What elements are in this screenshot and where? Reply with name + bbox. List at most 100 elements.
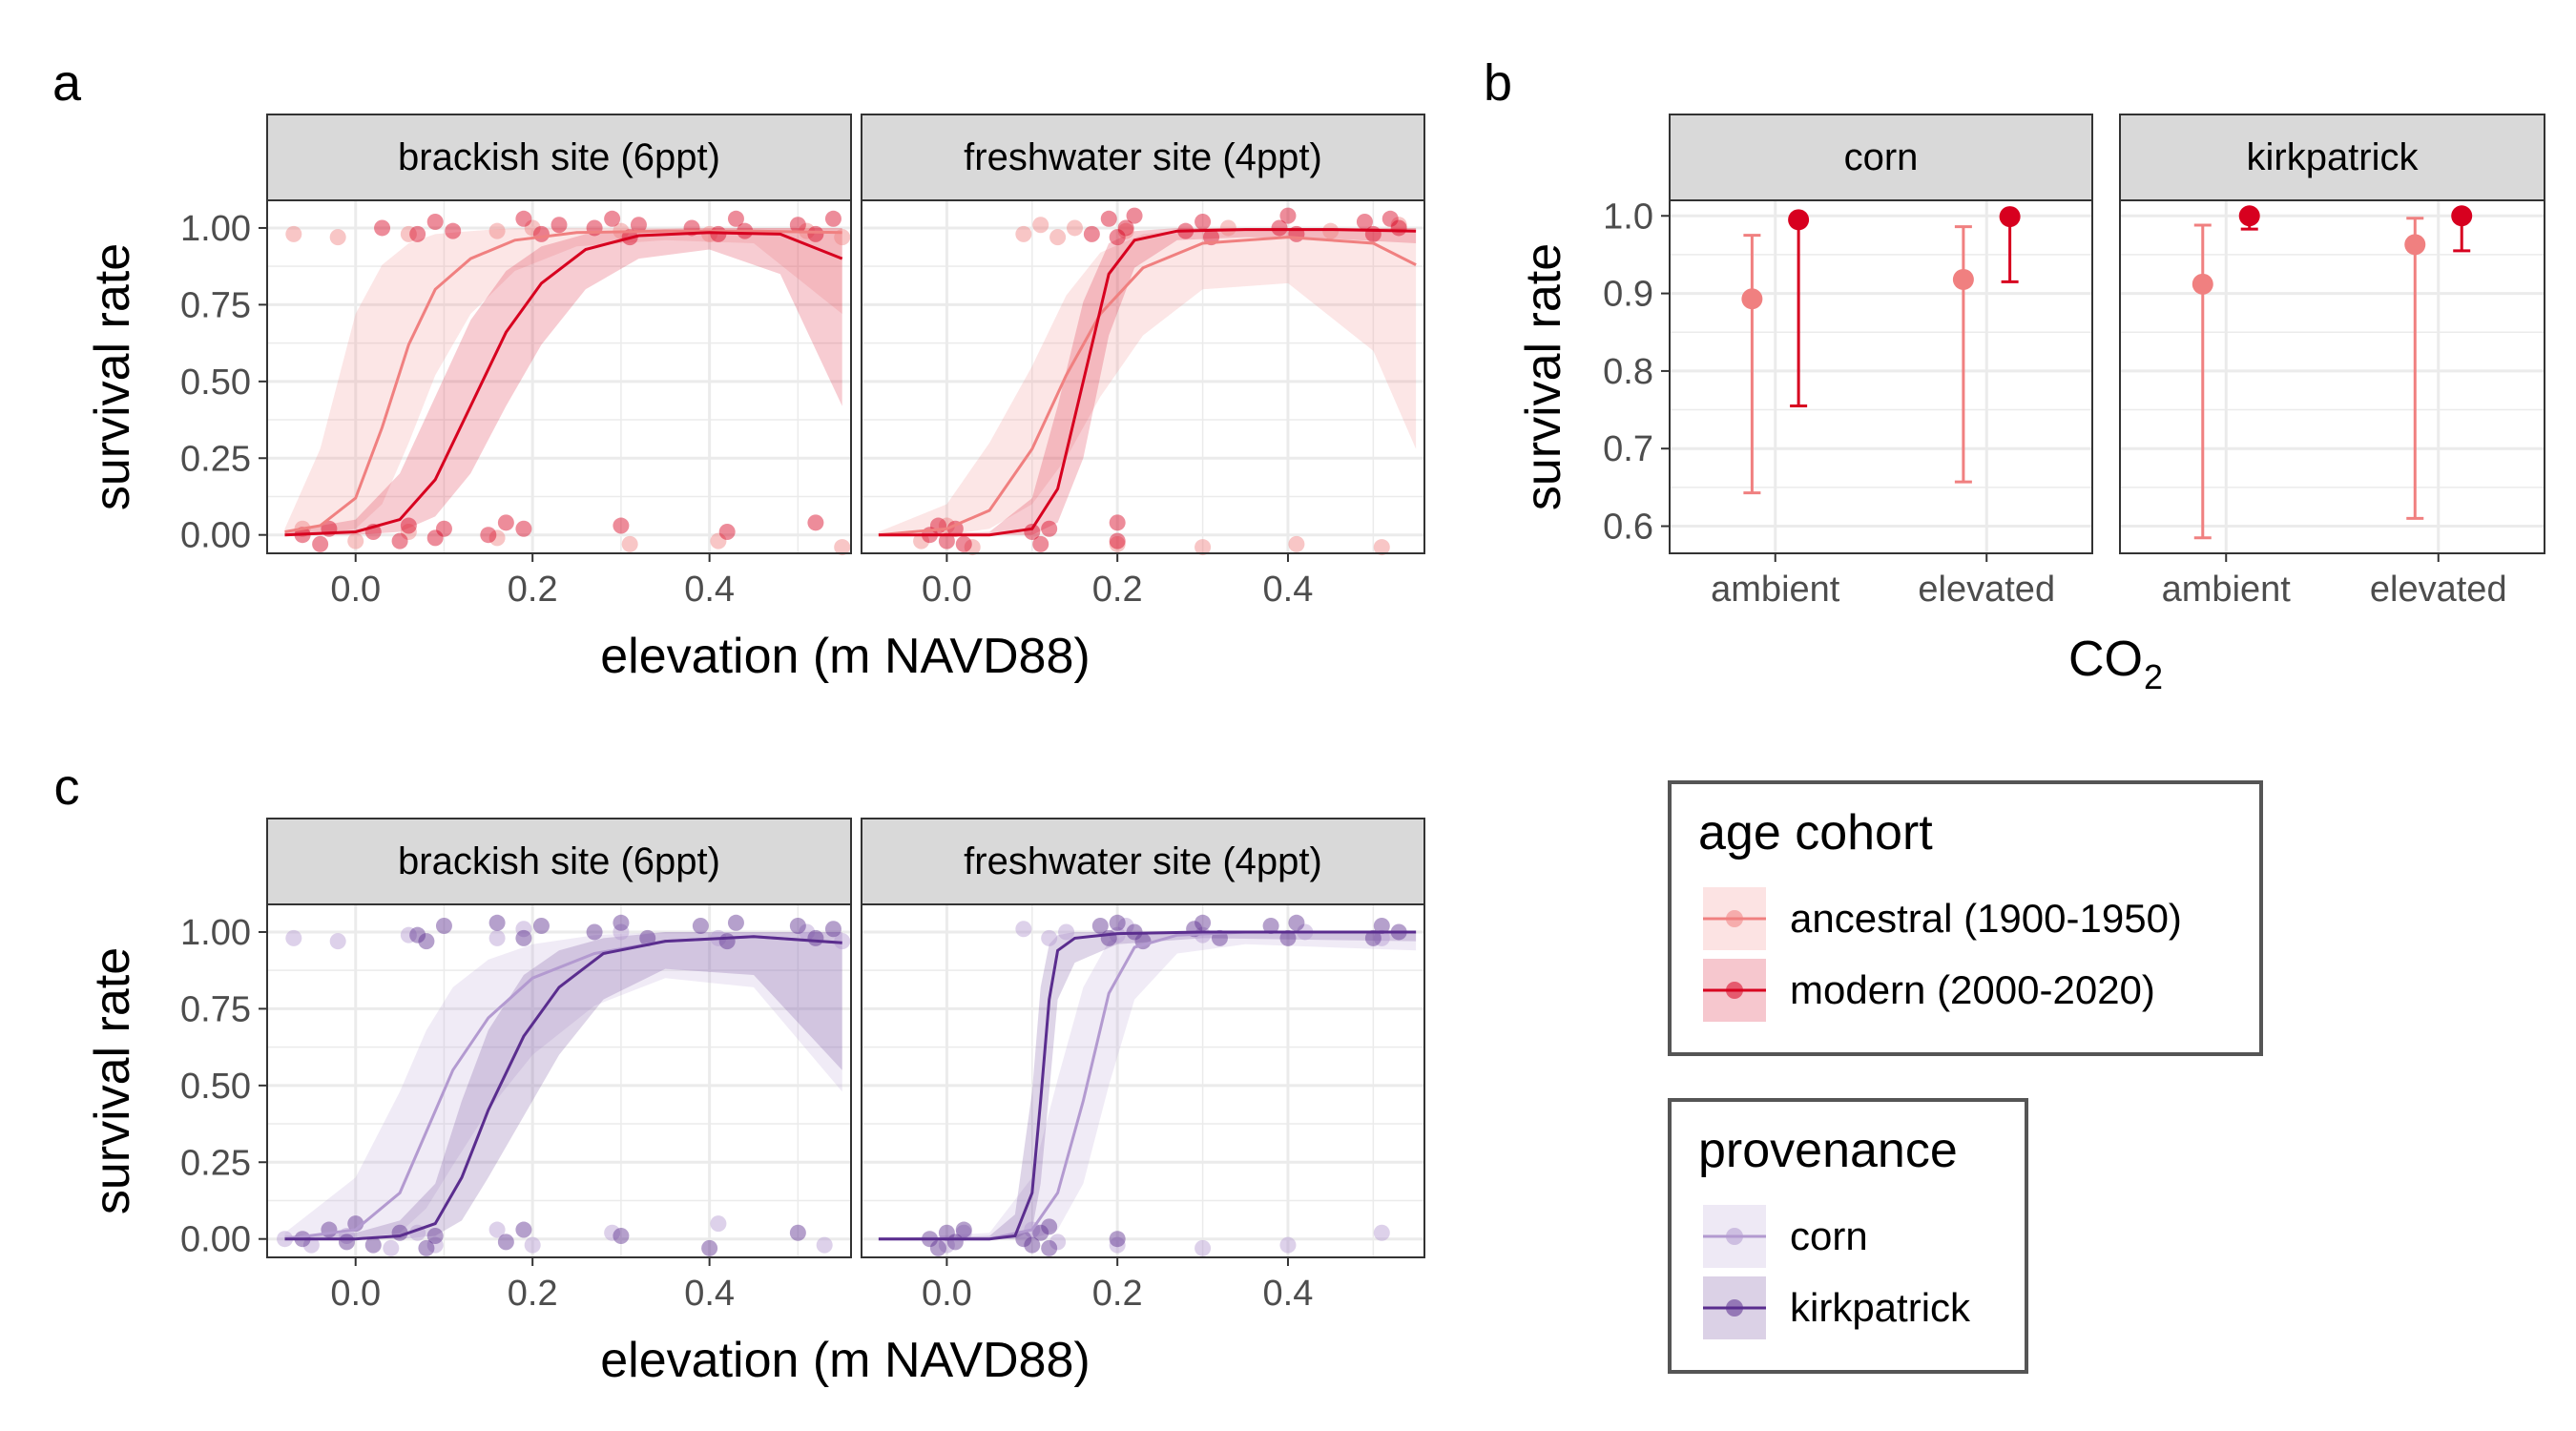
data-point: [613, 914, 630, 931]
y-tick-label: 0.75: [180, 989, 251, 1029]
confidence-band: [284, 228, 842, 535]
data-point: [789, 217, 806, 234]
data-point: [488, 1221, 506, 1238]
data-point: [374, 219, 391, 237]
data-point: [532, 225, 550, 242]
data-point: [1117, 222, 1134, 239]
y-tick-label: 0.9: [1603, 275, 1653, 315]
data-point: [1390, 219, 1407, 237]
x-tick-label: 0.0: [330, 1274, 381, 1314]
legend-title: age cohort: [1698, 805, 1933, 861]
data-point: [964, 539, 981, 556]
data-point: [338, 1234, 355, 1251]
data-point: [955, 1221, 972, 1238]
data-point: [285, 225, 302, 242]
estimate-point: [2404, 234, 2426, 256]
data-point: [1390, 217, 1407, 234]
data-point: [391, 532, 408, 550]
data-point: [938, 1236, 955, 1254]
data-point: [426, 529, 444, 547]
data-point: [913, 532, 930, 550]
y-tick-label: 1.0: [1603, 197, 1653, 237]
data-point: [435, 520, 452, 537]
panel-border: [861, 903, 1425, 1258]
data-point: [1195, 214, 1212, 231]
data-point: [604, 1224, 621, 1241]
y-axis-title-c: survival rate: [85, 947, 140, 1214]
data-point: [824, 210, 841, 227]
data-point: [364, 1236, 382, 1254]
data-point: [1015, 1231, 1032, 1248]
data-point: [312, 535, 329, 552]
confidence-band: [284, 228, 842, 535]
facet-strip: [861, 818, 1425, 905]
data-point: [1279, 1236, 1297, 1254]
data-point: [515, 929, 532, 946]
data-point: [1288, 535, 1305, 552]
plot-panel: [1670, 200, 2092, 553]
data-point: [329, 229, 346, 246]
y-tick-label: 0.25: [180, 439, 251, 479]
fitted-curve: [878, 930, 1417, 1241]
facet-c-0: brackish site (6ppt) 0.0 0.2 0.4 0.00 0.25 0.5…: [180, 818, 852, 1314]
facet-strip: [266, 818, 852, 905]
data-point: [347, 532, 364, 550]
data-point: [400, 926, 417, 944]
data-point: [1058, 923, 1075, 941]
panel-label-b: b: [1484, 54, 1512, 112]
data-point: [515, 1221, 532, 1238]
y-tick-label: 1.00: [180, 913, 251, 953]
data-point: [1109, 535, 1126, 552]
data-point: [1109, 532, 1126, 550]
facet-strip-label: brackish site (6ppt): [398, 840, 720, 882]
data-point: [710, 1215, 727, 1233]
data-point: [1015, 225, 1032, 242]
data-point: [400, 517, 417, 534]
data-point: [418, 933, 435, 950]
data-point: [1066, 219, 1083, 237]
plot-panel: [862, 200, 1424, 553]
data-point: [789, 1224, 806, 1241]
data-point: [938, 1224, 955, 1241]
data-point: [1041, 520, 1058, 537]
data-point: [497, 514, 514, 531]
x-tick-label: 0.2: [1092, 1274, 1143, 1314]
data-point: [1015, 921, 1032, 938]
data-point: [727, 914, 744, 931]
data-point: [418, 1239, 435, 1256]
data-point: [1373, 918, 1390, 935]
y-axis-title-a: survival rate: [85, 243, 140, 510]
data-point: [710, 532, 727, 550]
x-tick-label: ambient: [2162, 570, 2292, 610]
data-point: [1364, 929, 1381, 946]
plot-panel: [2120, 200, 2545, 553]
data-point: [409, 926, 426, 944]
estimate-point: [1999, 206, 2021, 228]
x-axis-title-b-subscript: 2: [2144, 657, 2163, 696]
data-point: [480, 527, 497, 544]
data-point: [604, 210, 621, 227]
facet-b-0: corn ambient elevated 0.6 0.7 0.8 0.9 1.0: [1603, 114, 2093, 610]
data-point: [1109, 1231, 1126, 1248]
fitted-curve: [284, 935, 842, 1241]
data-point: [488, 929, 506, 946]
facet-c-1: freshwater site (4ppt) 0.0 0.2 0.4: [861, 818, 1425, 1314]
data-point: [488, 914, 506, 931]
fitted-curve: [878, 228, 1417, 537]
data-point: [302, 1236, 320, 1254]
data-point: [1041, 1239, 1058, 1256]
x-axis-title-b: CO: [2068, 632, 2143, 687]
facet-strip-label: corn: [1844, 136, 1919, 178]
plot-panel: [267, 904, 851, 1257]
legend-item-label: ancestral (1900-1950): [1790, 896, 2182, 941]
panel-border: [266, 199, 852, 554]
legend-key-point: [1726, 1299, 1743, 1317]
data-point: [1364, 225, 1381, 242]
data-point: [321, 1221, 338, 1238]
y-tick-label: 0.00: [180, 1220, 251, 1260]
y-tick-label: 0.00: [180, 516, 251, 556]
data-point: [613, 1227, 630, 1244]
y-tick-label: 0.6: [1603, 508, 1653, 548]
data-point: [613, 517, 630, 534]
legend-prov: provenance corn kirkpatrick: [1668, 1098, 2028, 1374]
